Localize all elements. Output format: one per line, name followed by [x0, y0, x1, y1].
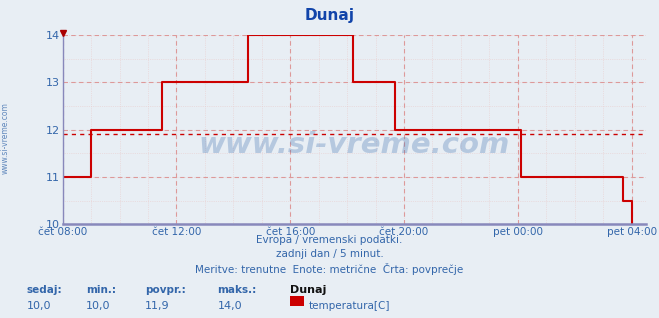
Text: Dunaj: Dunaj — [290, 285, 326, 294]
Text: zadnji dan / 5 minut.: zadnji dan / 5 minut. — [275, 249, 384, 259]
Text: sedaj:: sedaj: — [26, 285, 62, 294]
Text: www.si-vreme.com: www.si-vreme.com — [1, 102, 10, 174]
Text: povpr.:: povpr.: — [145, 285, 186, 294]
Text: Evropa / vremenski podatki.: Evropa / vremenski podatki. — [256, 235, 403, 245]
Text: 11,9: 11,9 — [145, 301, 169, 310]
Text: www.si-vreme.com: www.si-vreme.com — [198, 131, 510, 159]
Text: Meritve: trenutne  Enote: metrične  Črta: povprečje: Meritve: trenutne Enote: metrične Črta: … — [195, 263, 464, 275]
Text: temperatura[C]: temperatura[C] — [308, 301, 390, 310]
Text: maks.:: maks.: — [217, 285, 257, 294]
Text: 14,0: 14,0 — [217, 301, 242, 310]
Text: Dunaj: Dunaj — [304, 8, 355, 23]
Text: min.:: min.: — [86, 285, 116, 294]
Text: 10,0: 10,0 — [86, 301, 110, 310]
Text: 10,0: 10,0 — [26, 301, 51, 310]
